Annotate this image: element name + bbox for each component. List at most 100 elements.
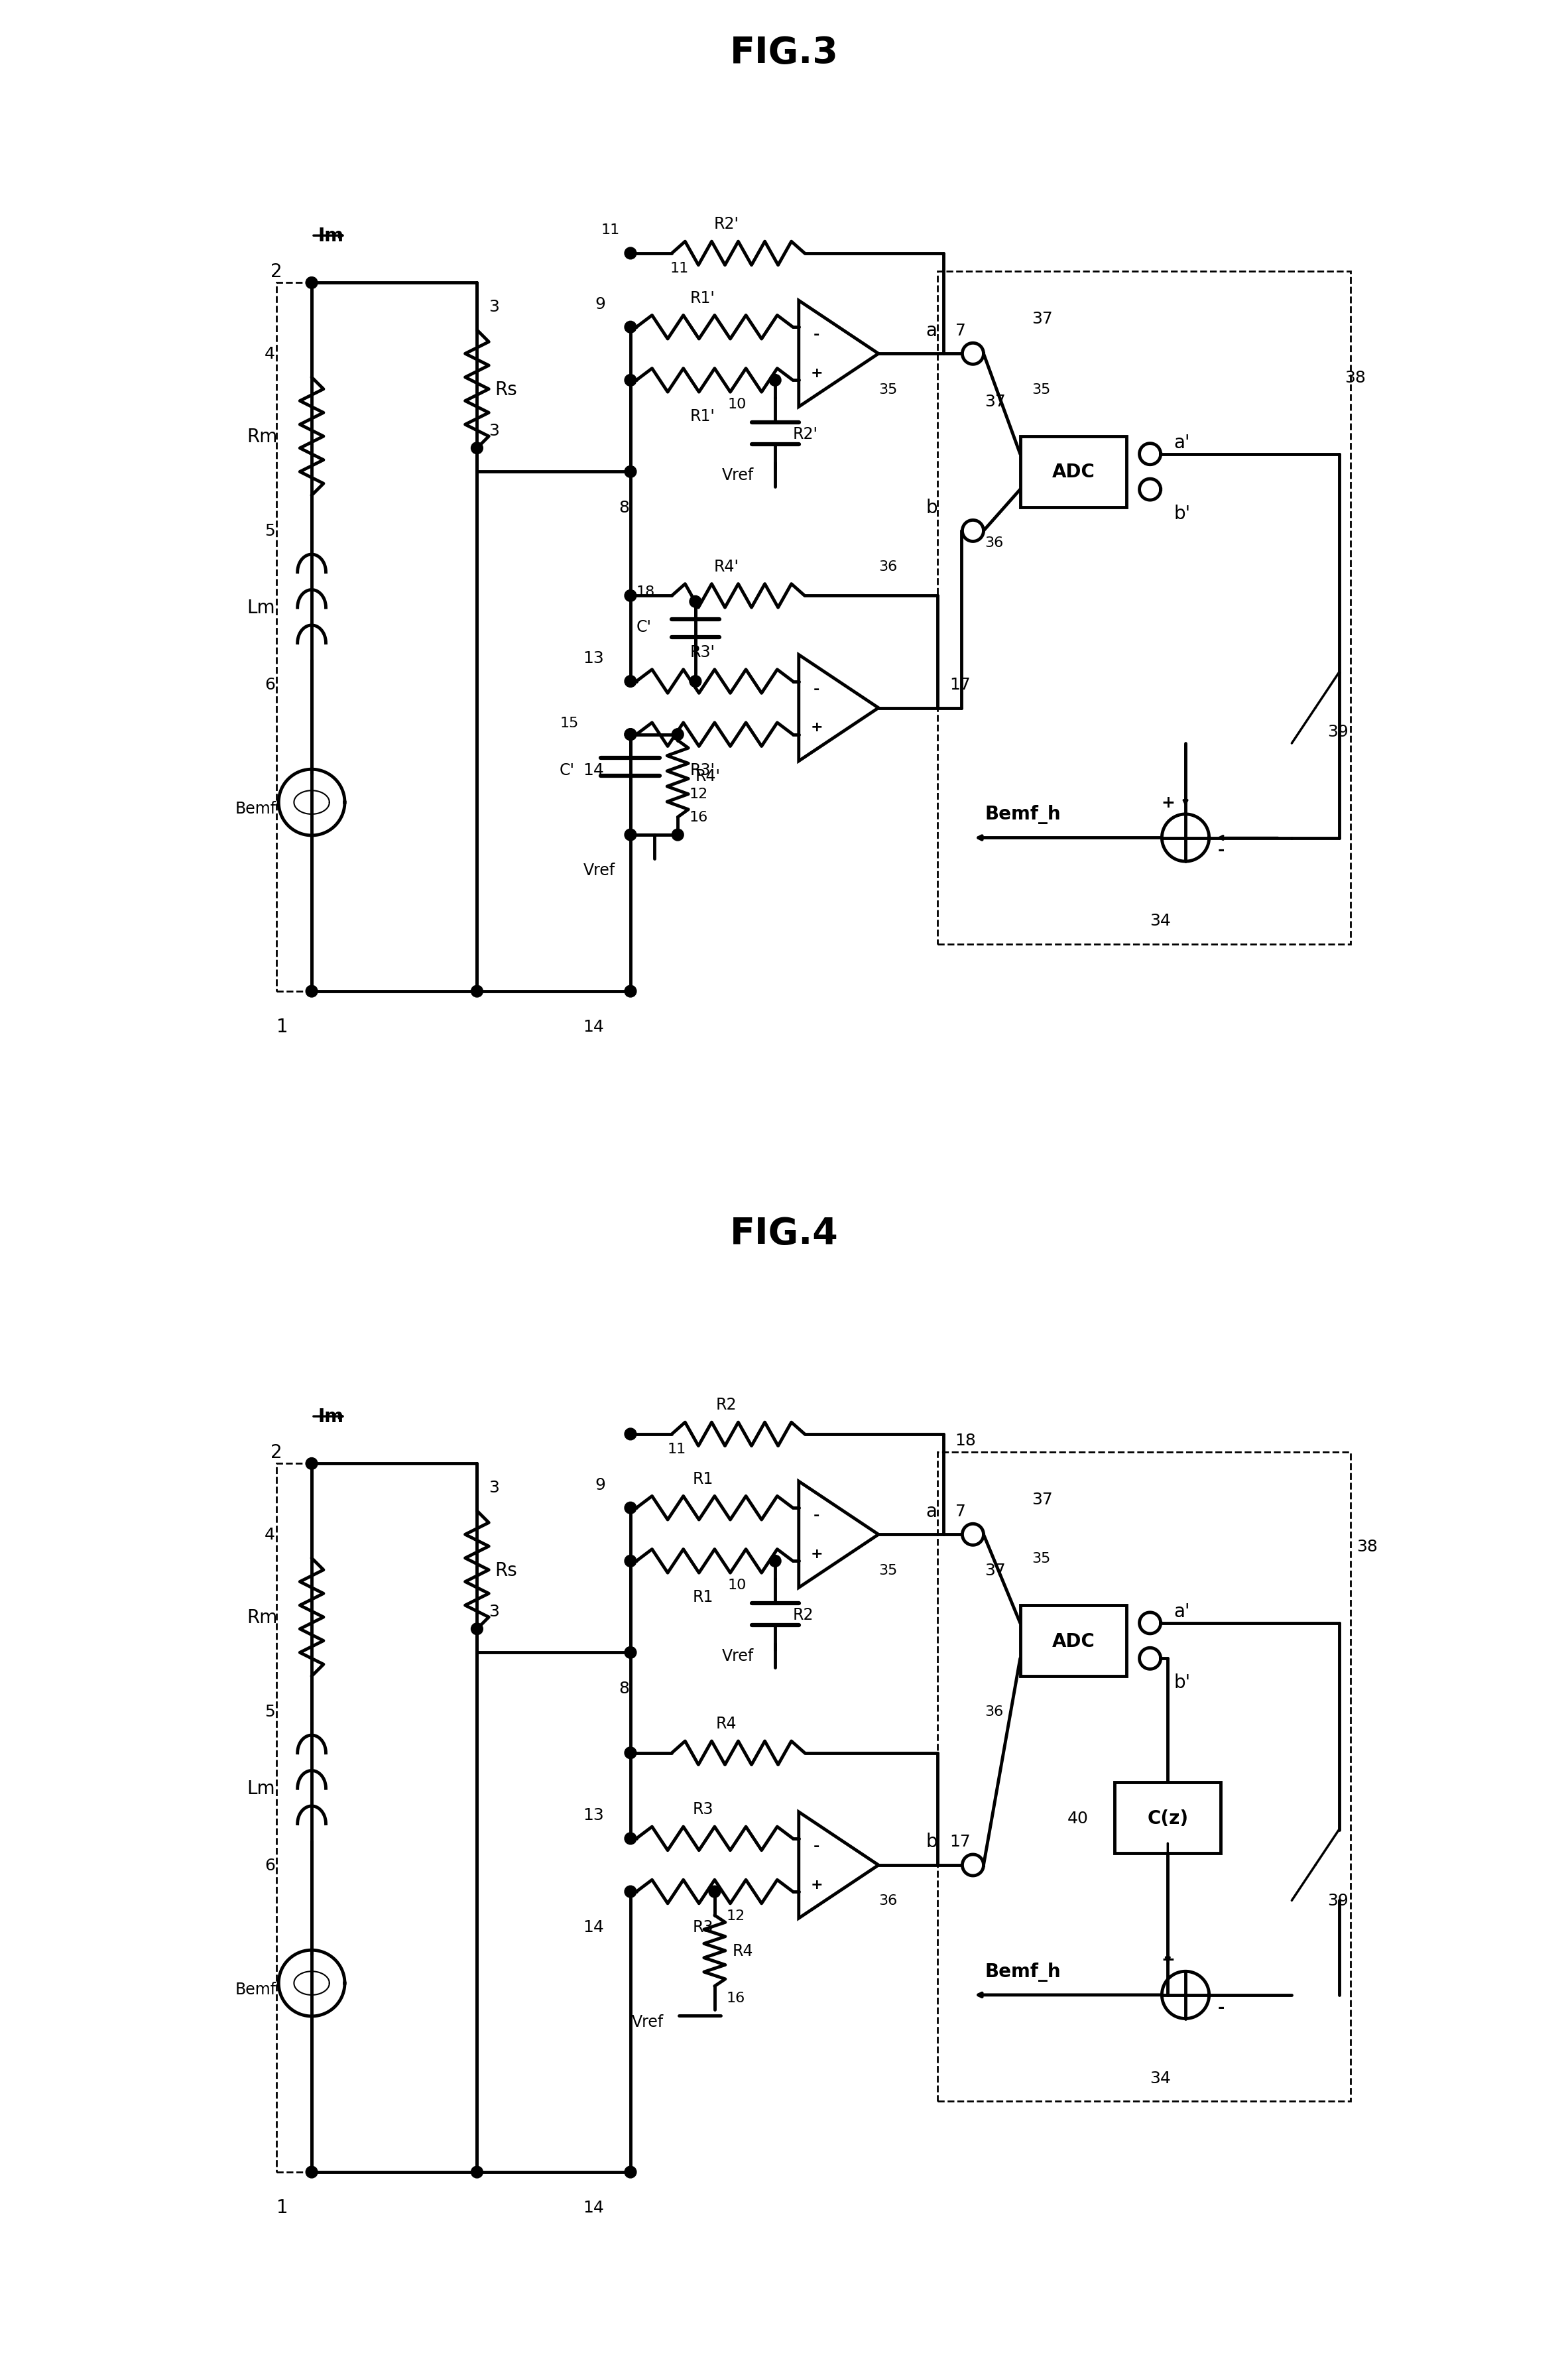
FancyBboxPatch shape [1021, 1605, 1126, 1676]
Text: +: + [1160, 1953, 1174, 1967]
Circle shape [624, 1428, 637, 1440]
Text: 14: 14 [583, 1919, 604, 1936]
Text: Im: Im [318, 1407, 343, 1426]
Text: b: b [925, 1832, 938, 1851]
Text: 38: 38 [1356, 1539, 1378, 1554]
Text: 38: 38 [1345, 371, 1366, 385]
Text: -: - [814, 682, 820, 696]
Text: ADC: ADC [1052, 1631, 1094, 1650]
Text: 12: 12 [690, 786, 709, 800]
Text: +: + [811, 366, 823, 380]
Text: 5: 5 [265, 524, 274, 538]
Text: 11: 11 [668, 1443, 687, 1457]
Text: R4: R4 [717, 1716, 737, 1731]
Circle shape [306, 2167, 318, 2177]
Text: Rm: Rm [246, 1608, 278, 1627]
Text: C(z): C(z) [1148, 1809, 1189, 1827]
Circle shape [671, 829, 684, 841]
Circle shape [624, 2167, 637, 2177]
Text: R3: R3 [693, 1801, 713, 1818]
Text: -: - [1217, 2000, 1225, 2014]
Text: 3: 3 [489, 1603, 499, 1620]
Circle shape [624, 730, 637, 741]
Circle shape [624, 987, 637, 999]
Text: 11: 11 [601, 224, 619, 236]
Circle shape [770, 375, 781, 387]
Text: 3: 3 [489, 300, 499, 314]
Text: -: - [1217, 843, 1225, 857]
Text: R2': R2' [713, 217, 739, 231]
Text: Bemf: Bemf [235, 800, 276, 817]
Text: 37: 37 [1032, 1492, 1054, 1506]
Text: R2: R2 [717, 1398, 737, 1412]
Text: Rm: Rm [246, 427, 278, 446]
Text: 35: 35 [878, 382, 897, 397]
Text: 13: 13 [583, 649, 604, 666]
Circle shape [306, 987, 318, 999]
Text: 1: 1 [276, 2198, 289, 2217]
Text: 10: 10 [728, 1577, 746, 1591]
Text: 15: 15 [560, 715, 579, 730]
Text: C': C' [637, 619, 652, 635]
Circle shape [624, 675, 637, 687]
Text: R3': R3' [690, 645, 715, 661]
Circle shape [624, 829, 637, 841]
Text: +: + [1160, 796, 1174, 810]
Text: R3: R3 [693, 1919, 713, 1936]
Text: 9: 9 [596, 1476, 605, 1492]
Circle shape [709, 1886, 721, 1898]
Text: 36: 36 [878, 560, 897, 574]
Text: 34: 34 [1149, 2071, 1171, 2085]
Text: 18: 18 [637, 586, 655, 597]
Text: Rs: Rs [494, 1561, 517, 1580]
Text: b: b [925, 498, 938, 517]
Text: Bemf_h: Bemf_h [985, 1962, 1060, 1981]
Text: 39: 39 [1327, 725, 1348, 739]
Text: -: - [814, 328, 820, 342]
Circle shape [624, 730, 637, 741]
Text: a': a' [1174, 434, 1190, 451]
Text: ADC: ADC [1052, 463, 1094, 482]
Text: 36: 36 [985, 1705, 1004, 1719]
Text: 4: 4 [265, 1528, 274, 1542]
Text: 13: 13 [583, 1806, 604, 1823]
Text: R4: R4 [732, 1943, 753, 1960]
Text: FIG.4: FIG.4 [729, 1216, 839, 1251]
Bar [276, 1464, 477, 2172]
Text: R4': R4' [696, 767, 721, 784]
Text: 7: 7 [955, 323, 966, 338]
Text: 14: 14 [583, 1020, 604, 1034]
Text: 9: 9 [596, 295, 605, 312]
Text: C': C' [560, 763, 575, 779]
Text: 16: 16 [726, 1990, 745, 2004]
FancyBboxPatch shape [1021, 437, 1126, 508]
Bar [938, 1452, 1350, 2101]
Text: Lm: Lm [246, 1780, 274, 1797]
Text: 10: 10 [728, 397, 746, 411]
Circle shape [306, 279, 318, 290]
Text: Vref: Vref [583, 862, 615, 878]
Text: Vref: Vref [721, 1648, 754, 1665]
Circle shape [470, 1624, 483, 1634]
Text: R1': R1' [690, 408, 715, 425]
Text: b': b' [1174, 505, 1190, 522]
Text: Lm: Lm [246, 600, 274, 616]
Circle shape [470, 442, 483, 453]
Text: 2: 2 [270, 262, 282, 281]
Text: 3: 3 [489, 423, 499, 439]
Circle shape [770, 1556, 781, 1568]
Circle shape [690, 675, 701, 687]
Text: b': b' [1174, 1674, 1190, 1690]
Circle shape [624, 375, 637, 387]
Circle shape [306, 1457, 318, 1469]
Circle shape [624, 248, 637, 260]
Text: 12: 12 [726, 1908, 745, 1922]
Text: 18: 18 [955, 1433, 977, 1447]
Text: 6: 6 [265, 678, 274, 692]
Text: 1: 1 [276, 1018, 289, 1036]
Text: Rs: Rs [494, 380, 517, 399]
Text: 40: 40 [1068, 1811, 1088, 1825]
Circle shape [624, 1556, 637, 1568]
Circle shape [624, 590, 637, 602]
Text: 7: 7 [955, 1504, 966, 1518]
